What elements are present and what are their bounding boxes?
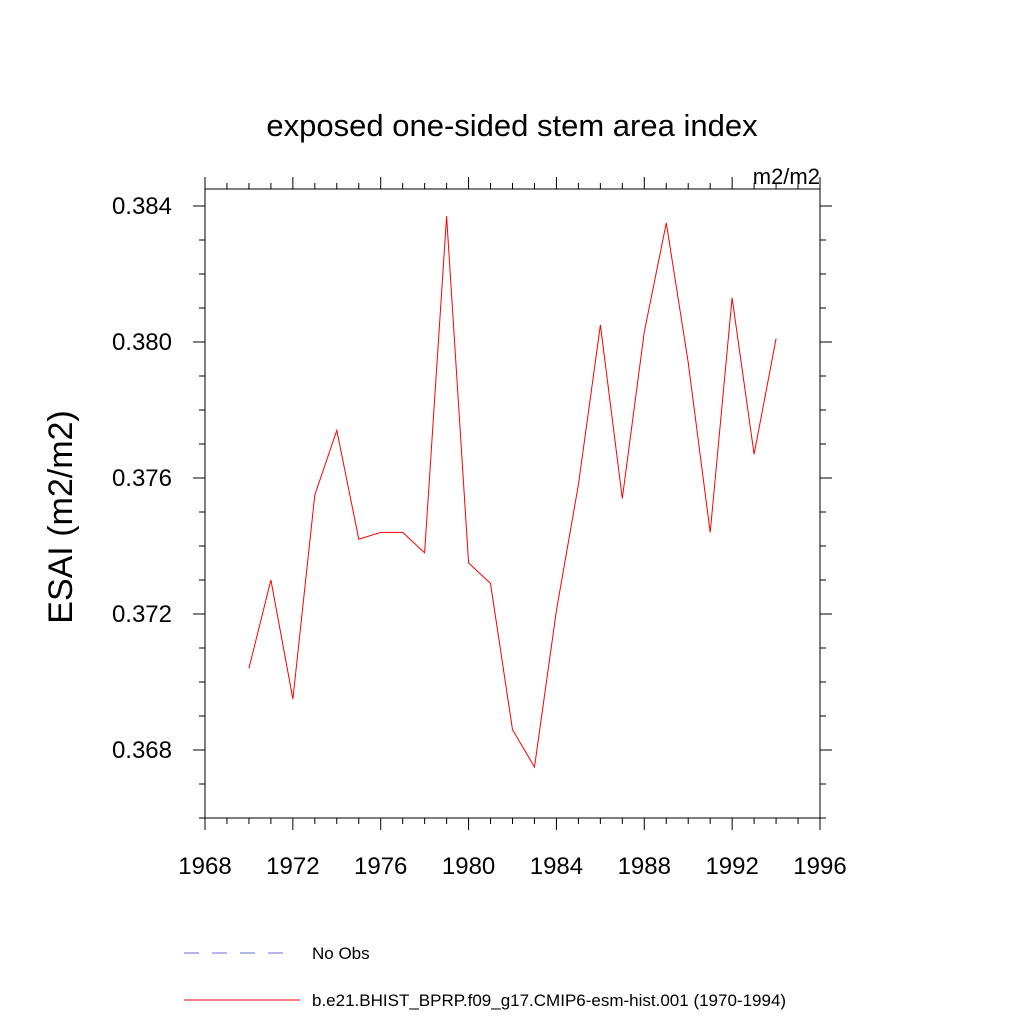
data-point (269, 579, 272, 582)
data-point (555, 609, 558, 612)
data-point (489, 582, 492, 585)
data-point (709, 531, 712, 534)
data-point (467, 562, 470, 565)
y-tick-label: 0.376 (112, 465, 172, 492)
data-point (379, 531, 382, 534)
y-tick-label: 0.368 (112, 737, 172, 764)
data-point (621, 497, 624, 500)
data-point (577, 483, 580, 486)
data-point (599, 324, 602, 327)
x-tick-label: 1980 (442, 853, 495, 880)
y-axis-label: ESAI (m2/m2) (42, 410, 80, 623)
legend-label-model: b.e21.BHIST_BPRP.f09_g17.CMIP6-esm-hist.… (312, 991, 786, 1010)
data-point (445, 215, 448, 218)
data-point (731, 296, 734, 299)
plot-frame (204, 188, 821, 819)
data-point (401, 531, 404, 534)
data-point (775, 337, 778, 340)
data-point (357, 538, 360, 541)
legend-label-no-obs: No Obs (312, 944, 370, 963)
series-line (248, 216, 777, 769)
x-tick-label: 1968 (178, 853, 231, 880)
data-point (753, 453, 756, 456)
data-point (665, 222, 668, 225)
legend: No Obs b.e21.BHIST_BPRP.f09_g17.CMIP6-es… (184, 944, 786, 1010)
x-tick-label: 1972 (266, 853, 319, 880)
data-point (313, 494, 316, 497)
x-tick-label: 1988 (618, 853, 671, 880)
x-tick-label: 1984 (530, 853, 583, 880)
x-tick-label: 1996 (793, 853, 846, 880)
x-axis-ticks: 1968 1972 1976 1980 1984 1988 1992 1996 (178, 177, 847, 880)
y-tick-label: 0.380 (112, 329, 172, 356)
y-tick-label: 0.372 (112, 601, 172, 628)
x-tick-label: 1992 (705, 853, 758, 880)
data-point (687, 361, 690, 364)
x-tick-label: 1976 (354, 853, 407, 880)
units-label: m2/m2 (753, 164, 820, 189)
data-point (533, 766, 536, 769)
data-point (423, 551, 426, 554)
data-point (247, 667, 250, 670)
data-point (335, 429, 338, 432)
data-point (643, 330, 646, 333)
series-layer (247, 215, 778, 769)
data-point (511, 728, 514, 731)
y-tick-label: 0.384 (112, 193, 172, 220)
chart-title: exposed one-sided stem area index (266, 108, 758, 143)
data-point (291, 698, 294, 701)
y-axis-ticks: 0.368 0.372 0.376 0.380 0.384 (112, 193, 832, 819)
